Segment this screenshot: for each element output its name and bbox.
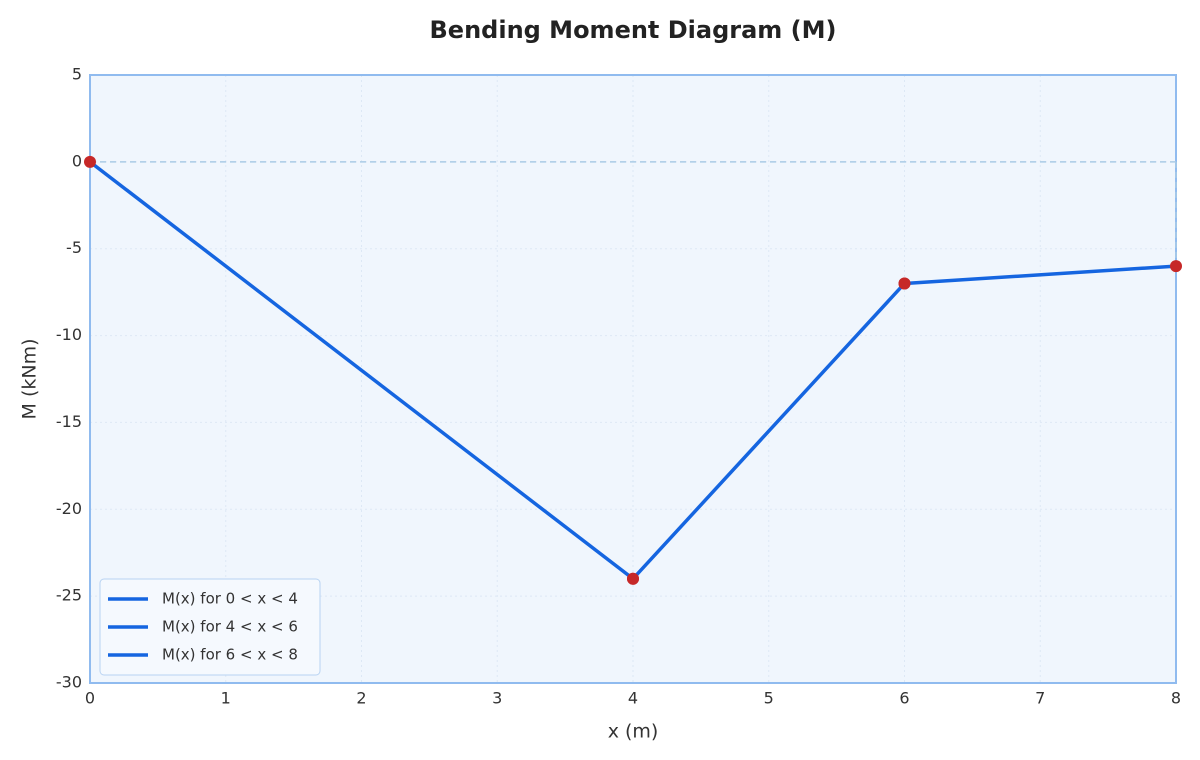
plot-frame: [89, 74, 1177, 684]
legend-box: [99, 578, 321, 676]
legend-label: M(x) for 0 < x < 4: [162, 590, 298, 608]
y-tick-label: -30: [56, 673, 82, 692]
data-point: [627, 572, 639, 585]
x-tick-label: 4: [628, 689, 638, 708]
y-tick-label: 0: [72, 151, 82, 170]
x-axis-label: x (m): [608, 721, 659, 743]
y-tick-label: -10: [56, 325, 82, 344]
y-tick-label: -5: [66, 238, 82, 257]
x-tick-label: 5: [764, 689, 774, 708]
series-line: [631, 282, 906, 580]
x-tick-label: 8: [1171, 689, 1181, 708]
data-point: [84, 155, 96, 168]
legend-label: M(x) for 6 < x < 8: [162, 646, 298, 664]
x-tick-label: 3: [492, 689, 502, 708]
data-point: [898, 277, 911, 290]
data-point: [1170, 260, 1182, 273]
x-tick-label: 0: [85, 689, 95, 708]
y-axis-label: M (kNm): [19, 339, 41, 420]
y-tick-label: -20: [56, 499, 82, 518]
y-tick-label: 5: [72, 65, 82, 84]
x-tick-label: 2: [356, 689, 366, 708]
x-tick-label: 1: [221, 689, 231, 708]
y-tick-label: -15: [56, 412, 82, 431]
y-tick-label: -25: [56, 586, 82, 605]
series-line: [88, 160, 635, 581]
x-tick-label: 7: [1035, 689, 1045, 708]
series-line: [904, 264, 1177, 286]
x-tick-label: 6: [899, 689, 909, 708]
chart-title: Bending Moment Diagram (M): [430, 16, 837, 44]
legend-label: M(x) for 4 < x < 6: [162, 618, 298, 636]
